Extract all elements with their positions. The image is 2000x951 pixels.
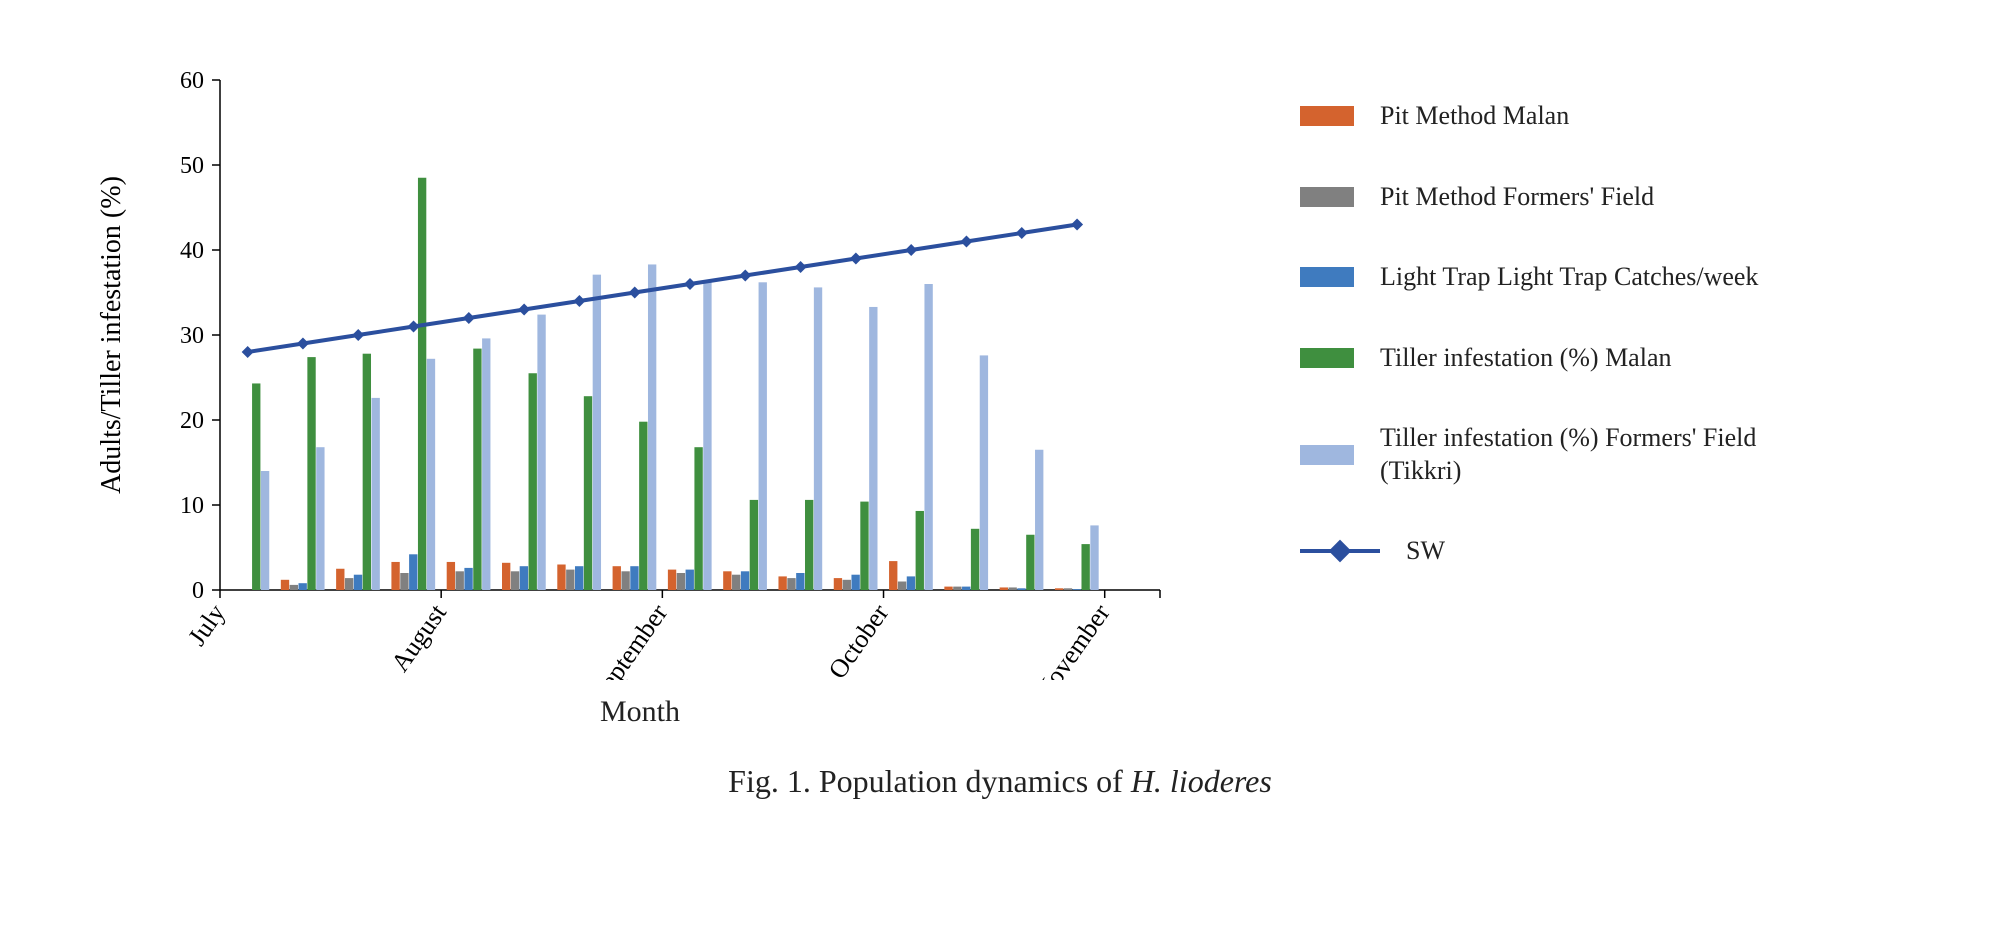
legend-item: Tiller infestation (%) Malan (1300, 342, 1800, 375)
chart-container: 0 10 20 30 40 50 60 Adults/Tiller infestation (… (60, 40, 1220, 729)
legend-label: Pit Method Formers' Field (1380, 181, 1654, 214)
legend-label: Tiller infestation (%) Malan (1380, 342, 1671, 375)
legend-label: Tiller infestation (%) Formers' Field (T… (1380, 422, 1800, 487)
svg-text:August: August (385, 598, 452, 677)
legend-swatch (1300, 187, 1354, 207)
figure-caption: Fig. 1. Population dynamics of H. lioder… (60, 763, 1940, 800)
legend-item: SW (1300, 535, 1800, 568)
caption-prefix: Fig. 1. Population dynamics of (728, 763, 1131, 799)
caption-species: H. lioderes (1131, 763, 1272, 799)
svg-text:October: October (823, 599, 895, 680)
svg-text:20: 20 (180, 408, 204, 434)
svg-text:September: September (586, 599, 674, 680)
svg-text:30: 30 (180, 323, 204, 349)
legend-swatch (1300, 267, 1354, 287)
legend-item: Tiller infestation (%) Formers' Field (T… (1300, 422, 1800, 487)
svg-text:July: July (182, 599, 231, 651)
legend-label: Pit Method Malan (1380, 100, 1569, 133)
svg-text:60: 60 (180, 68, 204, 94)
svg-text:50: 50 (180, 153, 204, 179)
legend-line-marker (1300, 539, 1380, 563)
legend-item: Pit Method Malan (1300, 100, 1800, 133)
svg-text:Adults/Tiller infestation (%): Adults/Tiller infestation (%) (96, 176, 127, 494)
legend-label: SW (1406, 535, 1445, 568)
legend-label: Light Trap Light Trap Catches/week (1380, 261, 1758, 294)
figure-row: 0 10 20 30 40 50 60 Adults/Tiller infestation (… (60, 40, 1940, 729)
figure-page: 0 10 20 30 40 50 60 Adults/Tiller infestation (… (0, 0, 2000, 951)
population-dynamics-chart: 0 10 20 30 40 50 60 Adults/Tiller infestation (… (60, 40, 1220, 680)
x-axis-label: Month (60, 695, 1220, 729)
legend-swatch (1300, 348, 1354, 368)
legend-swatch (1300, 445, 1354, 465)
svg-text:November: November (1029, 599, 1116, 680)
legend-item: Light Trap Light Trap Catches/week (1300, 261, 1800, 294)
chart-legend: Pit Method Malan Pit Method Formers' Fiel… (1300, 100, 1800, 616)
legend-item: Pit Method Formers' Field (1300, 181, 1800, 214)
legend-swatch (1300, 106, 1354, 126)
svg-text:10: 10 (180, 493, 204, 519)
svg-text:40: 40 (180, 238, 204, 264)
svg-text:0: 0 (192, 578, 204, 604)
